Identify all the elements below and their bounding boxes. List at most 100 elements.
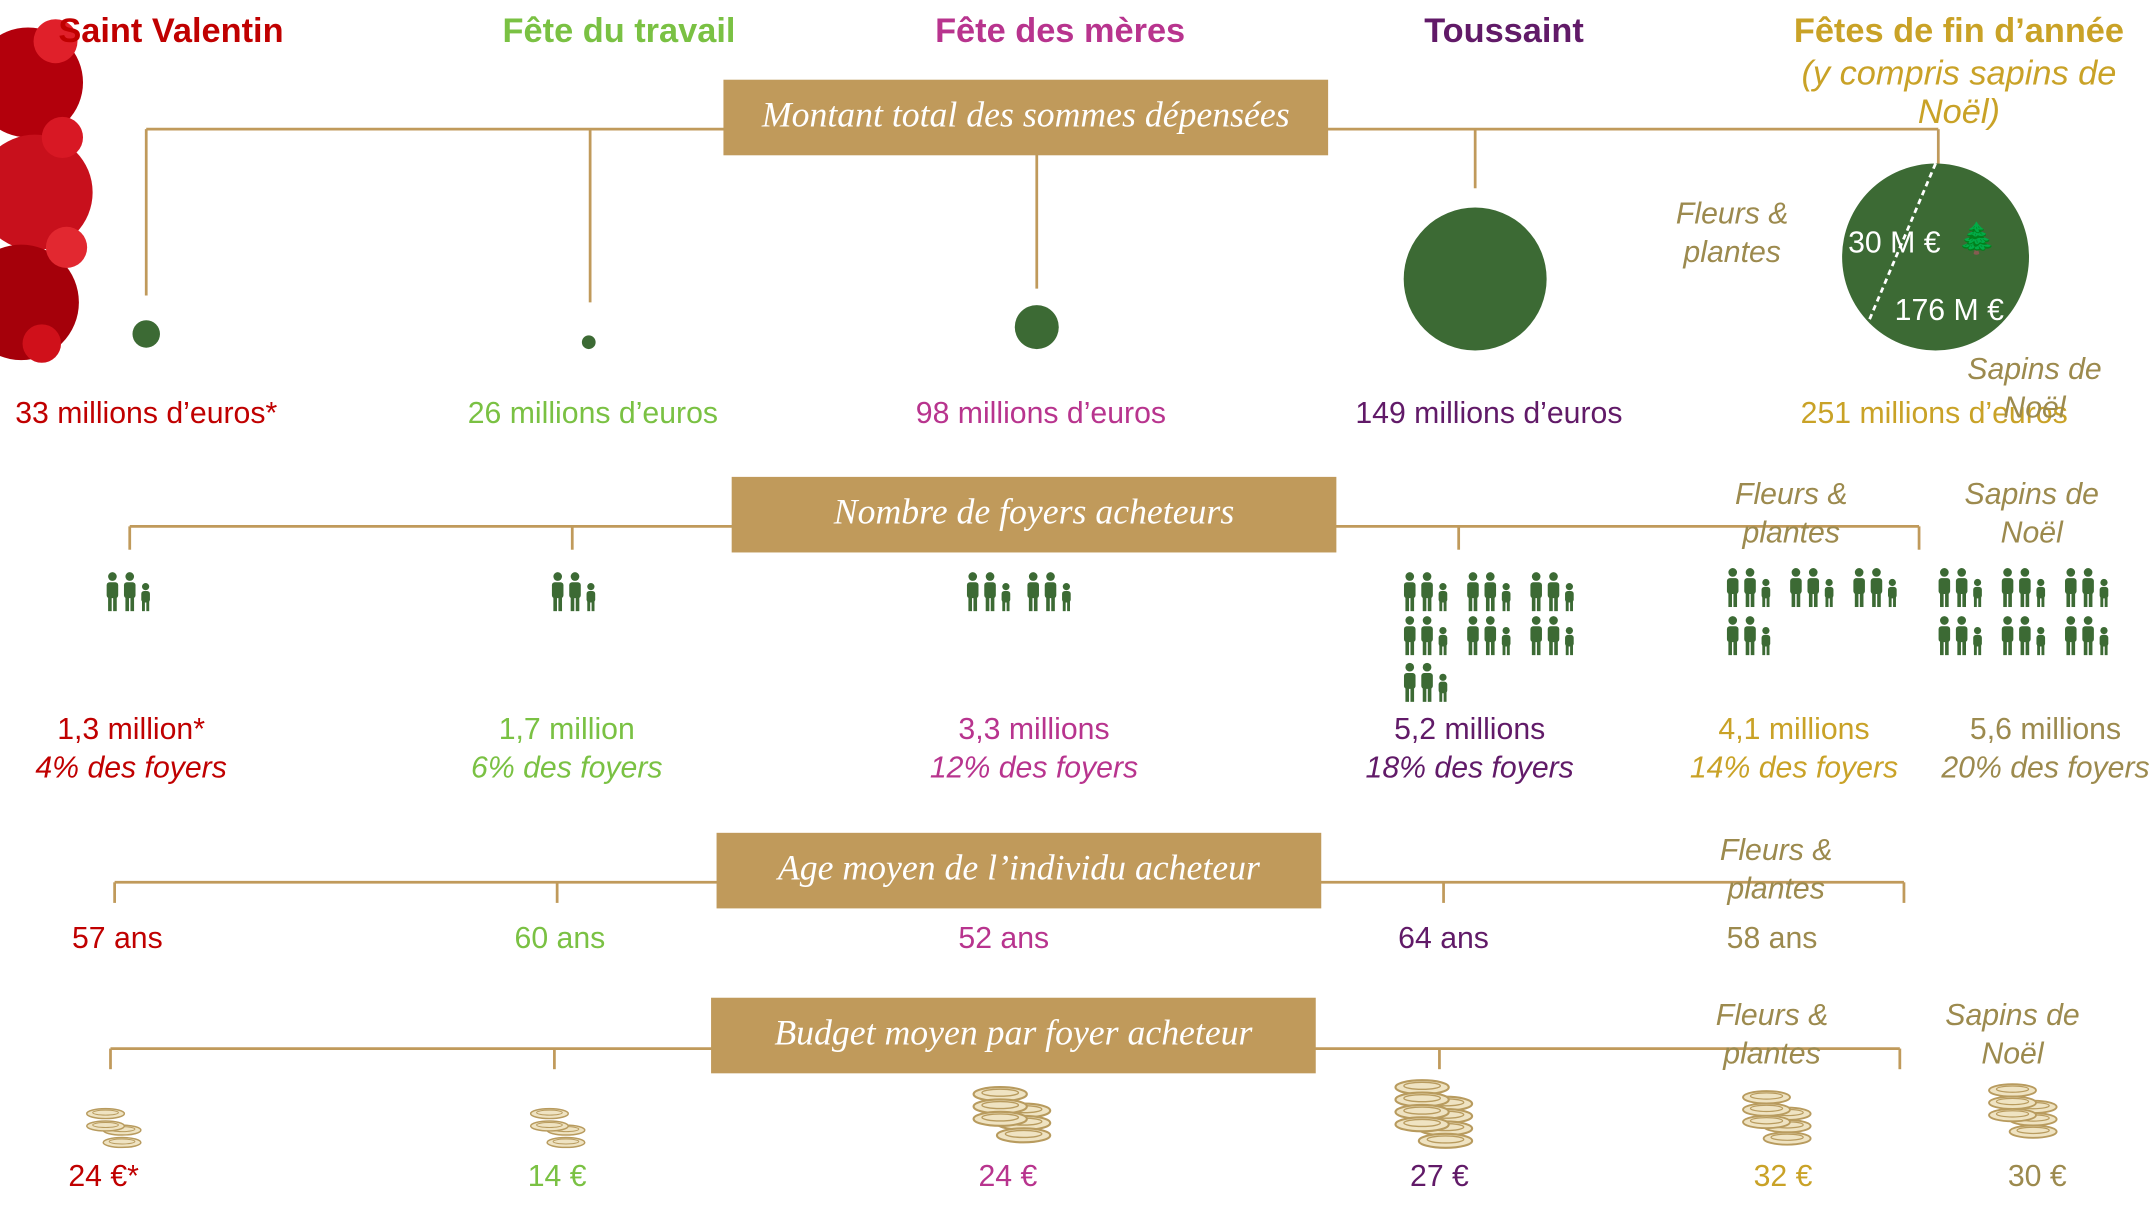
family-icon xyxy=(1404,616,1447,655)
split-label: Sapins de xyxy=(1945,999,2079,1032)
family-icon xyxy=(1530,572,1573,611)
value: 149 millions d’euros xyxy=(1355,397,1622,430)
family-icon xyxy=(552,572,595,611)
split-label: plantes xyxy=(1682,236,1780,269)
value: 30 € xyxy=(2008,1160,2067,1193)
coin-icon xyxy=(2010,1125,2057,1137)
coin-icon xyxy=(1989,1109,2036,1121)
split-label: plantes xyxy=(1726,873,1824,906)
section-title: Montant total des sommes dépensées xyxy=(761,94,1290,134)
split-label: plantes xyxy=(1722,1037,1820,1070)
holiday-name: Fêtes de fin d’année xyxy=(1794,12,2124,50)
split-value: 176 M € xyxy=(1895,294,2004,327)
spend-circle xyxy=(1404,208,1547,351)
value: 52 ans xyxy=(958,922,1049,955)
value: 32 € xyxy=(1754,1160,1813,1193)
split-label: plantes xyxy=(1742,517,1840,550)
section-title: Nombre de foyers acheteurs xyxy=(833,492,1234,532)
holiday-note: (y compris sapins de xyxy=(1801,55,2116,93)
roses xyxy=(0,19,93,363)
family-icon xyxy=(1530,616,1573,655)
share: 6% des foyers xyxy=(471,752,662,785)
value: 4,1 millions xyxy=(1718,713,1869,746)
value: 33 millions d’euros* xyxy=(15,397,277,430)
value: 5,2 millions xyxy=(1394,713,1545,746)
split-label: Fleurs & xyxy=(1720,834,1833,867)
holiday-name: Fête des mères xyxy=(935,12,1185,50)
family-icon xyxy=(1727,568,1770,607)
value: 58 ans xyxy=(1727,922,1818,955)
holiday-note: Noël) xyxy=(1918,93,2000,131)
value: 3,3 millions xyxy=(958,713,1109,746)
coin-icon xyxy=(103,1138,141,1148)
value: 60 ans xyxy=(515,922,606,955)
split-label: Fleurs & xyxy=(1735,478,1848,511)
value: 24 € xyxy=(978,1160,1037,1193)
value: 1,7 million xyxy=(499,713,635,746)
holiday-name: Saint Valentin xyxy=(58,12,283,50)
family-icon xyxy=(1027,572,1070,611)
value: 27 € xyxy=(1410,1160,1469,1193)
value: 26 millions d’euros xyxy=(468,397,718,430)
split-label: Sapins de xyxy=(1965,478,2099,511)
coin-icon xyxy=(531,1121,569,1131)
split-label: Noël xyxy=(2003,392,2066,425)
coin-icon xyxy=(1743,1091,1790,1103)
split-label: Noël xyxy=(2001,517,2064,550)
spend-circle xyxy=(132,320,159,347)
coin-icon xyxy=(531,1109,569,1119)
value: 14 € xyxy=(528,1160,587,1193)
family-icon xyxy=(107,572,150,611)
family-icon xyxy=(1939,568,1982,607)
section-title: Age moyen de l’individu acheteur xyxy=(776,848,1260,888)
holiday-name: Toussaint xyxy=(1424,12,1584,50)
value: 24 €* xyxy=(68,1160,139,1193)
holiday-name: Fête du travail xyxy=(503,12,736,50)
family-icon xyxy=(1467,616,1510,655)
coin-icon xyxy=(1743,1116,1790,1128)
share: 14% des foyers xyxy=(1690,752,1898,785)
family-icon xyxy=(2065,616,2108,655)
family-icon xyxy=(1467,572,1510,611)
family-icon xyxy=(1939,616,1982,655)
family-icon xyxy=(2002,568,2045,607)
split-value: 30 M € xyxy=(1848,227,1941,260)
coin-icon xyxy=(547,1138,585,1148)
family-icon xyxy=(1404,572,1447,611)
coin-icon xyxy=(1419,1134,1472,1148)
coin-icon xyxy=(997,1128,1050,1142)
coin-icon xyxy=(87,1109,125,1119)
share: 12% des foyers xyxy=(930,752,1138,785)
value: 64 ans xyxy=(1398,922,1489,955)
share: 20% des foyers xyxy=(1940,752,2149,785)
family-icon xyxy=(1404,663,1447,702)
infographic: Saint Valentin Fête du travail Fête des mè… xyxy=(0,0,2156,1208)
split-label: Fleurs & xyxy=(1676,198,1789,231)
family-icon xyxy=(2065,568,2108,607)
coin-icon xyxy=(974,1112,1027,1126)
value: 98 millions d’euros xyxy=(916,397,1166,430)
spend-circle xyxy=(1015,305,1059,349)
value: 5,6 millions xyxy=(1970,713,2121,746)
layout: Saint Valentin Fête du travail Fête des mè… xyxy=(15,12,2149,1193)
family-icon xyxy=(1727,616,1770,655)
family-icon xyxy=(1790,568,1833,607)
value: 57 ans xyxy=(72,922,163,955)
split-label: Noël xyxy=(1981,1037,2044,1070)
family-icon xyxy=(2002,616,2045,655)
value: 1,3 million* xyxy=(57,713,205,746)
family-icon xyxy=(967,572,1010,611)
coin-icon xyxy=(1743,1103,1790,1115)
coin-icon xyxy=(1764,1132,1811,1144)
page: {"holidays":["Saint Valentin","Fête du t… xyxy=(0,0,2156,1208)
share: 18% des foyers xyxy=(1366,752,1574,785)
family-icon xyxy=(1853,568,1896,607)
split-label: Fleurs & xyxy=(1716,999,1829,1032)
coin-icon xyxy=(87,1121,125,1131)
share: 4% des foyers xyxy=(35,752,226,785)
coin-icon xyxy=(1395,1117,1448,1131)
coin-icon xyxy=(1989,1084,2036,1096)
section-title: Budget moyen par foyer acheteur xyxy=(774,1012,1252,1052)
split-label: Sapins de xyxy=(1967,353,2101,386)
spend-circle xyxy=(582,335,596,349)
